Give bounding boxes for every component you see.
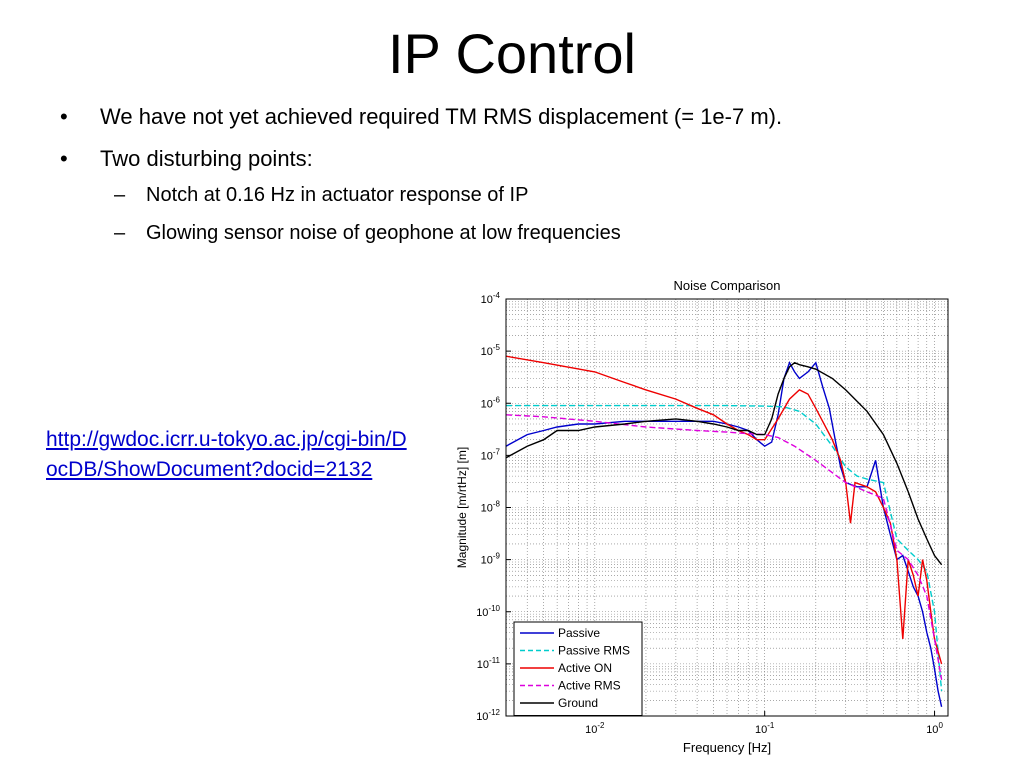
x-tick-label: 10-1 [755, 721, 775, 736]
y-tick-label: 10-6 [481, 395, 501, 410]
legend-label: Passive [558, 626, 600, 640]
slide-title: IP Control [388, 22, 636, 85]
noise-comparison-chart: 10-2 10-1 100 10-4 10-5 10-6 10-7 10-8 10-9 10-10… [455, 278, 949, 755]
y-tick-label: 10-9 [481, 552, 501, 567]
series-line-passive [505, 360, 943, 707]
y-tick-label: 10-10 [476, 604, 500, 619]
y-axis-label: Magnitude [m/rtHz] [m] [455, 447, 469, 568]
legend-label: Active ON [558, 661, 612, 675]
series-line-passive-rms [506, 404, 943, 692]
y-tick-label: 10-8 [481, 500, 501, 515]
sub-bullet-marker: – [114, 222, 126, 244]
bullet-text: Two disturbing points: [100, 146, 313, 171]
y-tick-label: 10-11 [477, 656, 501, 671]
series-line-ground [505, 361, 943, 566]
y-tick-label: 10-5 [481, 343, 501, 358]
chart-title: Noise Comparison [674, 278, 781, 293]
series-line-active-rms [505, 414, 943, 680]
sub-bullet-text: Notch at 0.16 Hz in actuator response of… [146, 184, 529, 206]
x-axis-label: Frequency [Hz] [683, 740, 771, 755]
y-tick-label: 10-12 [476, 708, 500, 723]
x-tick-label: 10-2 [585, 721, 605, 736]
bullet-marker: • [60, 104, 68, 129]
y-tick-label: 10-4 [481, 291, 501, 306]
legend-label: Ground [558, 696, 598, 710]
sub-bullet-text: Glowing sensor noise of geophone at low … [146, 222, 621, 244]
series-line-active-on [505, 355, 943, 665]
legend-label: Passive RMS [558, 644, 630, 658]
sub-bullet-marker: – [114, 184, 126, 206]
y-tick-label: 10-7 [481, 447, 501, 462]
docdb-link[interactable]: http://gwdoc.icrr.u-tokyo.ac.jp/cgi-bin/… [46, 428, 407, 481]
bullet-text: We have not yet achieved required TM RMS… [100, 104, 783, 129]
legend-label: Active RMS [558, 679, 621, 693]
bullet-marker: • [60, 146, 68, 171]
x-tick-label: 100 [926, 721, 943, 736]
